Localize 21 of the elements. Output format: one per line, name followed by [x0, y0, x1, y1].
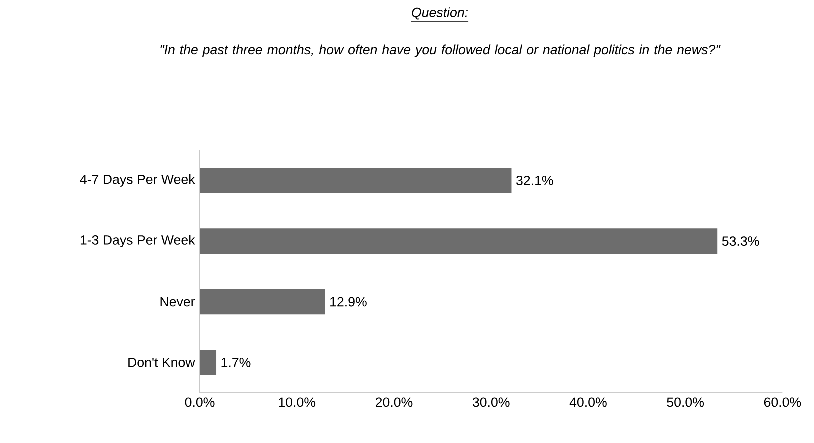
x-tick-label: 50.0%: [667, 398, 704, 408]
chart-title: Question:: [412, 8, 468, 20]
data-label: 1.7%: [222, 358, 251, 368]
data-label: 32.1%: [516, 176, 554, 186]
x-tick-label: 40.0%: [570, 398, 607, 408]
bar: [200, 289, 326, 315]
bar: [200, 350, 217, 376]
x-tick-label: 0.0%: [185, 398, 215, 408]
x-tick-label: 20.0%: [376, 398, 413, 408]
x-tick-label: 30.0%: [472, 398, 510, 408]
y-tick-label: 1-3 Days Per Week: [80, 235, 196, 248]
y-tick-label: Never: [160, 297, 196, 307]
bar: [200, 228, 718, 254]
y-tick-label: 4-7 Days Per Week: [80, 174, 196, 187]
chart-subtitle: "In the past three months, how often have you followed local or national politics in the news?": [160, 44, 721, 58]
x-tick-label: 60.0%: [764, 398, 802, 408]
bar: [200, 168, 512, 194]
data-label: 53.3%: [722, 236, 760, 246]
y-tick-label: Don't Know: [128, 358, 196, 368]
data-label: 12.9%: [330, 297, 367, 307]
x-tick-label: 10.0%: [279, 398, 316, 408]
